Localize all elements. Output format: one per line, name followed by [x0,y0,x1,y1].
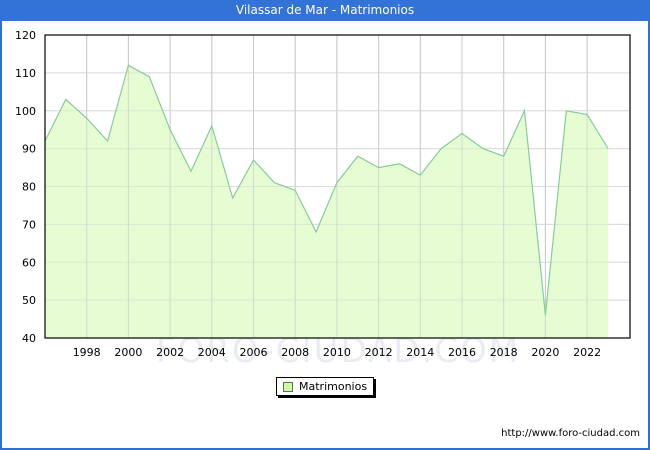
x-tick-label: 2000 [114,346,142,359]
x-tick-label: 2012 [365,346,393,359]
data-area [45,65,608,339]
y-tick-label: 80 [22,181,36,194]
x-tick-label: 1998 [73,346,101,359]
x-tick-label: 2002 [156,346,184,359]
y-tick-label: 40 [22,332,36,345]
legend: Matrimonios [276,377,374,396]
data-line [44,64,609,316]
x-tick-label: 2004 [198,346,226,359]
source-url: http://www.foro-ciudad.com [501,428,640,439]
x-tick-label: 2016 [448,346,476,359]
y-tick-label: 60 [22,256,36,269]
chart-title: Vilassar de Mar - Matrimonios [0,0,650,21]
x-tick-label: 2018 [490,346,518,359]
x-tick-label: 2020 [531,346,559,359]
y-tick-label: 70 [22,218,36,231]
legend-label: Matrimonios [299,380,368,393]
x-tick-label: 2006 [240,346,268,359]
y-tick-label: 120 [15,29,36,42]
x-tick-label: 2022 [573,346,601,359]
plot-border [44,34,631,339]
y-tick-label: 50 [22,294,36,307]
x-tick-label: 2008 [281,346,309,359]
x-axis-ticks: 1998 2000 2002 2004 2006 2008 2010 2012 2014 2016… [73,346,601,359]
y-axis-ticks: 120 110 100 90 80 70 60 50 40 [15,29,36,345]
y-tick-label: 90 [22,143,36,156]
y-tick-label: 100 [15,105,36,118]
x-tick-label: 2014 [406,346,434,359]
legend-swatch-icon [283,382,293,392]
x-tick-label: 2010 [323,346,351,359]
y-tick-label: 110 [15,67,36,80]
